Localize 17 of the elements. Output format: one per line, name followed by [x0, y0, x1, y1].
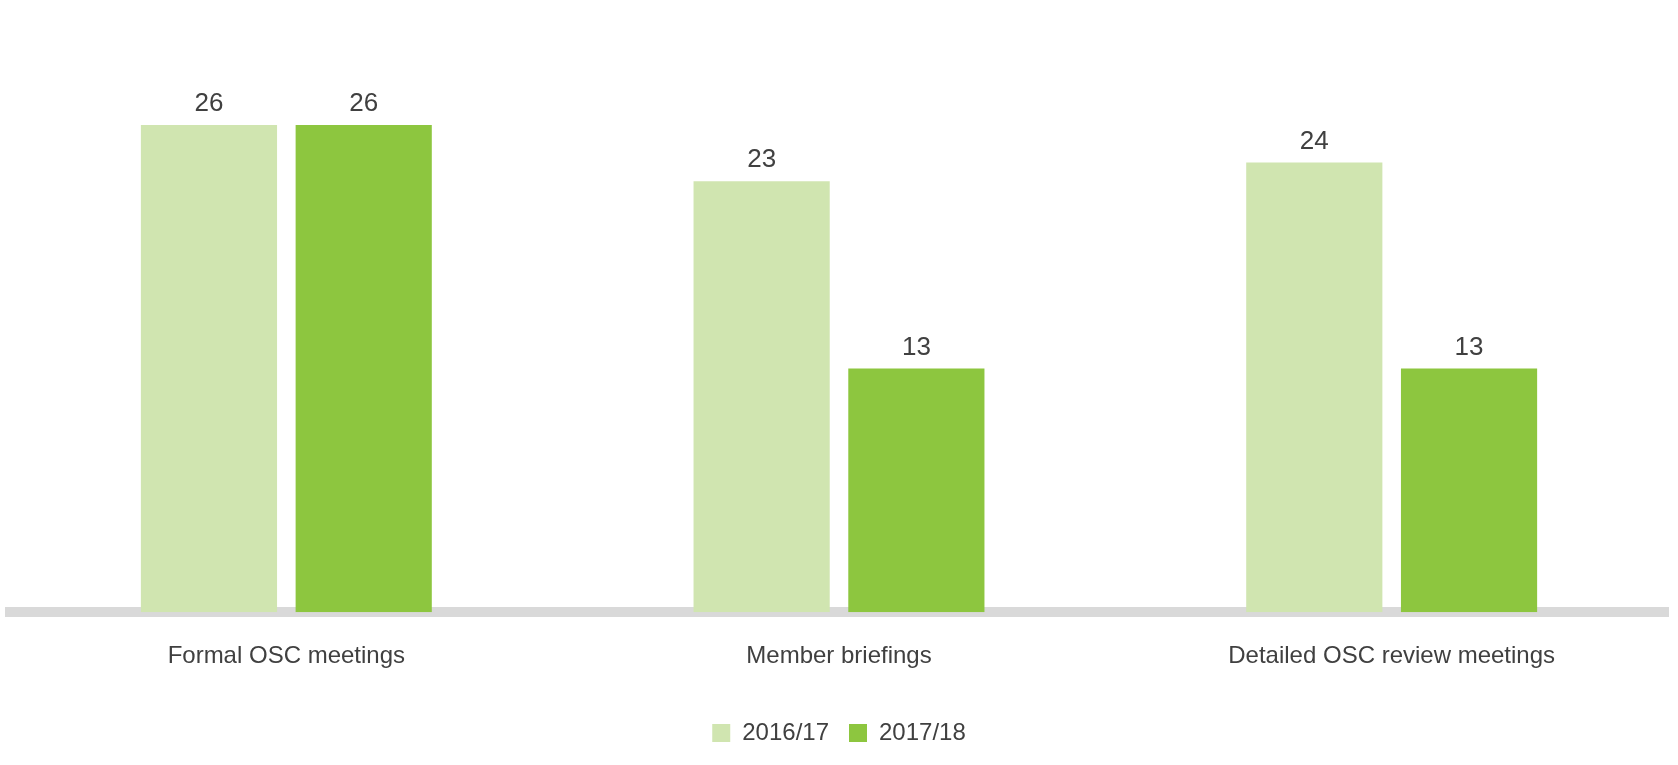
- bar: [1400, 368, 1538, 613]
- data-label: 26: [349, 87, 379, 118]
- bar: [848, 368, 985, 613]
- legend-label: 2016/17: [742, 717, 830, 745]
- x-tick-label: Detailed OSC review meetings: [1228, 641, 1556, 669]
- bar: [1246, 162, 1383, 613]
- bar: [693, 181, 830, 613]
- bar: [140, 124, 278, 613]
- data-label: 24: [1299, 124, 1329, 155]
- legend-label: 2017/18: [879, 717, 966, 745]
- data-label: 13: [901, 330, 931, 361]
- bar: [295, 124, 432, 613]
- x-tick-label: Member briefings: [746, 641, 932, 669]
- data-label: 13: [1454, 330, 1484, 361]
- data-label: 26: [194, 87, 224, 118]
- x-tick-label: Formal OSC meetings: [167, 641, 406, 669]
- data-label: 23: [747, 143, 777, 174]
